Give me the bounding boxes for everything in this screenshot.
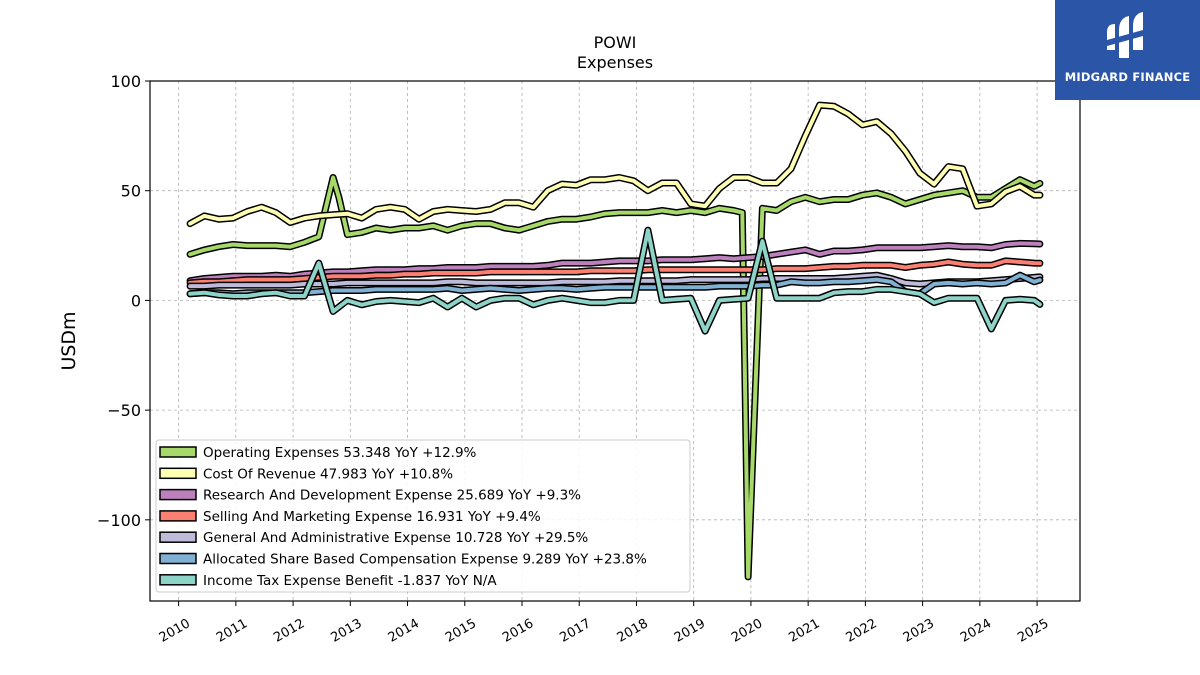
legend-swatch (159, 531, 197, 543)
legend-entry: Allocated Share Based Compensation Expen… (203, 552, 647, 568)
y-tick-label: 50 (121, 182, 141, 201)
y-axis-label: USDm (58, 311, 80, 370)
legend-swatch (159, 488, 197, 501)
y-tick-label: −50 (107, 401, 141, 420)
legend: Operating Expenses 53.348 YoY +12.9% Cost… (155, 439, 691, 593)
brand-name: MIDGARD FINANCE (1064, 70, 1191, 84)
legend-swatch (159, 510, 197, 522)
y-tick-label: 0 (131, 291, 141, 310)
series-line (188, 273, 1042, 289)
legend-entry: Research And Development Expense 25.689 … (203, 488, 581, 504)
series-research-and-development-expense (186, 239, 1044, 285)
chart-subtitle: Expenses (577, 53, 653, 72)
y-tick-label: 100 (110, 72, 141, 91)
series-line (188, 175, 1042, 579)
legend-swatch (159, 552, 197, 565)
series-line (188, 258, 1042, 285)
series-line (188, 103, 1042, 226)
legend-entry: Cost Of Revenue 47.983 YoY +10.8% (203, 466, 453, 482)
brand-mark-icon (1107, 12, 1143, 58)
legend-entry: Selling And Marketing Expense 16.931 YoY… (203, 509, 541, 525)
legend-swatch (159, 574, 197, 586)
series-cost-of-revenue (186, 101, 1044, 228)
plot-frame (149, 80, 1081, 602)
y-tick-label: −100 (97, 511, 141, 530)
legend-box (155, 439, 691, 593)
legend-entry: Income Tax Expense Benefit -1.837 YoY N/… (203, 573, 497, 589)
series-selling-and-marketing-expense (186, 257, 1044, 287)
series-income-tax-expense-benefit (186, 226, 1044, 335)
legend-swatch (159, 467, 197, 480)
legend-swatch (159, 446, 197, 458)
chart-title: POWI (594, 33, 637, 52)
brand-logo: MIDGARD FINANCE (1055, 0, 1200, 100)
series-general-and-administrative-expense (186, 271, 1044, 290)
series-line (188, 241, 1042, 283)
series-operating-expenses (186, 174, 1044, 581)
series-line (188, 228, 1042, 334)
legend-entry: Operating Expenses 53.348 YoY +12.9% (203, 445, 477, 461)
series-lines (186, 101, 1044, 581)
legend-entry: General And Administrative Expense 10.72… (203, 530, 588, 546)
